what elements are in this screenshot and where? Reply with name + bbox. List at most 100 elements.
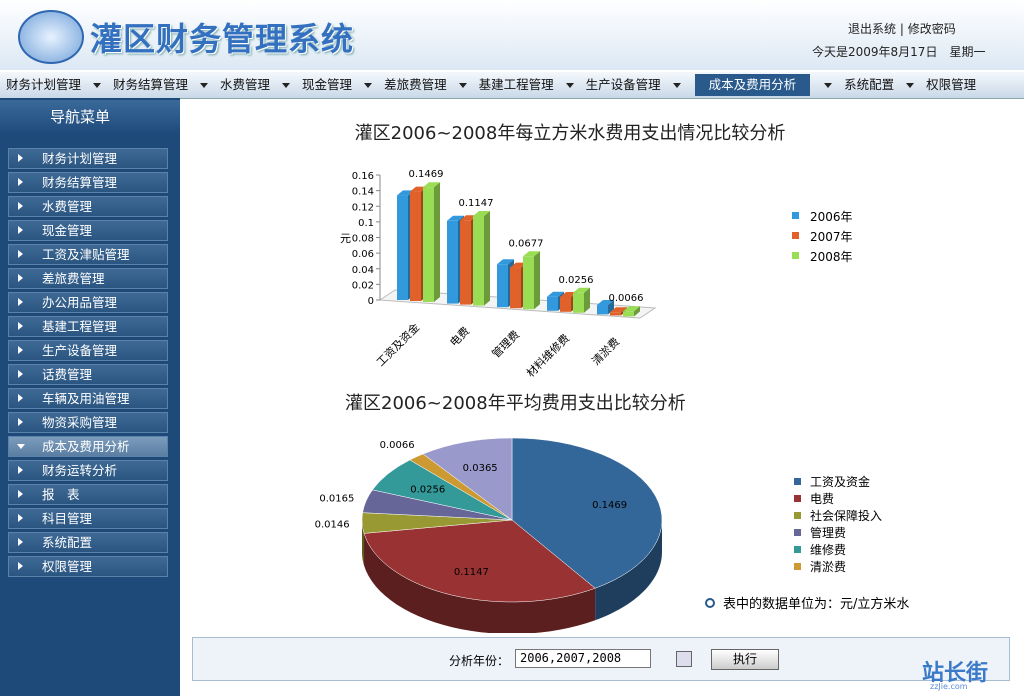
bar-side — [434, 182, 440, 302]
nav-item[interactable]: 生产设备管理 — [585, 77, 661, 92]
sidebar-item[interactable]: 生产设备管理 — [8, 340, 168, 361]
nav-item[interactable]: 系统配置 — [844, 77, 895, 92]
value-label: 0.0165 — [319, 493, 354, 504]
x-tick-label: 清淤费 — [590, 335, 623, 368]
sidebar-item[interactable]: 系统配置 — [8, 532, 168, 553]
nav-item[interactable]: 财务计划管理 — [6, 77, 82, 92]
y-tick-label: 0.1 — [358, 218, 374, 229]
legend-swatch — [792, 212, 799, 219]
legend-swatch — [794, 529, 801, 536]
sidebar-item[interactable]: 财务结算管理 — [8, 172, 168, 193]
legend-swatch — [792, 232, 799, 239]
legend-label: 电费 — [810, 492, 834, 506]
value-label: 0.0365 — [463, 463, 498, 474]
bar-top — [423, 182, 440, 188]
bar-top — [497, 259, 514, 265]
sidebar-item[interactable]: 物资采购管理 — [8, 412, 168, 433]
chart-title: 灌区2006~2008年每立方米水费用支出情况比较分析 — [355, 123, 786, 144]
nav-item[interactable]: 基建工程管理 — [478, 77, 554, 92]
bar — [447, 220, 458, 304]
sidebar-item[interactable]: 基建工程管理 — [8, 316, 168, 337]
sidebar-item[interactable]: 财务运转分析 — [8, 460, 168, 481]
bar-top — [573, 287, 590, 293]
legend-label: 社会保障投入 — [810, 508, 882, 523]
nav-item[interactable]: 现金管理 — [302, 77, 353, 92]
y-tick-label: 0.14 — [352, 187, 374, 198]
password-link[interactable]: 修改密码 — [907, 22, 956, 36]
nav-separator — [200, 82, 209, 88]
sidebar-item[interactable]: 权限管理 — [8, 556, 168, 577]
y-tick-label: 0.12 — [352, 202, 374, 213]
nav-item[interactable]: 财务结算管理 — [113, 77, 189, 92]
bar-top — [523, 251, 540, 257]
value-label: 0.1147 — [454, 567, 489, 578]
sidebar-title: 导航菜单 — [0, 100, 180, 134]
sidebar-item[interactable]: 水费管理 — [8, 196, 168, 217]
bar-top — [560, 291, 577, 297]
top-nav: 财务计划管理 财务结算管理 水费管理 现金管理 差旅费管理 基建工程管理 生产设备管理 成本及… — [0, 72, 1024, 99]
logout-link[interactable]: 退出系统 — [848, 22, 897, 36]
watermark: 站长街 — [922, 660, 989, 686]
nav-item[interactable]: 水费管理 — [220, 77, 271, 92]
sidebar-item[interactable]: 工资及津贴管理 — [8, 244, 168, 265]
bar — [460, 220, 471, 305]
sidebar-item[interactable]: 差旅费管理 — [8, 268, 168, 289]
nav-item[interactable]: 成本及费用分析 — [694, 74, 811, 96]
chart-title: 灌区2006~2008年平均费用支出比较分析 — [345, 393, 686, 414]
bar-side — [584, 287, 590, 313]
bar-top — [623, 306, 640, 312]
header: 灌区财务管理系统 退出系统 | 修改密码 今天是2009年8月17日 星期一 — [0, 0, 1024, 70]
pie-slice — [363, 519, 596, 603]
sidebar-item[interactable]: 财务计划管理 — [8, 148, 168, 169]
value-label: 0.1469 — [592, 500, 627, 511]
year-input[interactable]: 2006,2007,2008 — [515, 649, 651, 668]
legend-label: 2007年 — [810, 230, 853, 244]
sidebar-item[interactable]: 车辆及用油管理 — [8, 388, 168, 409]
legend-label: 维修费 — [810, 542, 846, 557]
bar-top — [447, 215, 464, 221]
value-label: 0.0146 — [315, 520, 350, 531]
sidebar-item[interactable]: 科目管理 — [8, 508, 168, 529]
bar-side — [484, 210, 490, 306]
legend-swatch — [794, 495, 801, 502]
sidebar-item[interactable]: 成本及费用分析 — [8, 436, 168, 457]
x-tick-label: 管理费 — [489, 327, 522, 360]
nav-item[interactable]: 权限管理 — [926, 77, 977, 92]
unit-note: 表中的数据单位为：元/立方米水 — [723, 596, 909, 612]
y-tick-label: 0.02 — [352, 280, 374, 291]
bar-top — [397, 190, 414, 196]
query-form: 分析年份： 2006,2007,2008 执行 — [192, 637, 1010, 681]
bar-top — [610, 307, 627, 313]
x-tick-label: 工资及资金 — [373, 320, 422, 369]
nav-item[interactable]: 差旅费管理 — [384, 77, 447, 92]
form-label: 分析年份： — [449, 654, 510, 668]
legend-label: 2008年 — [810, 250, 853, 264]
legend-label: 管理费 — [810, 525, 846, 540]
nav-separator — [364, 82, 373, 88]
legend-swatch — [794, 546, 801, 553]
sidebar-item[interactable]: 报 表 — [8, 484, 168, 505]
calendar-button[interactable] — [676, 651, 692, 667]
nav-separator — [282, 82, 291, 88]
sidebar-item[interactable]: 现金管理 — [8, 220, 168, 241]
bar — [523, 256, 534, 310]
bar — [573, 292, 584, 313]
x-tick-label: 电费 — [447, 325, 472, 350]
bar — [597, 305, 608, 315]
bar — [623, 311, 634, 317]
y-tick-label: 0 — [368, 296, 374, 307]
sidebar-item[interactable]: 办公用品管理 — [8, 292, 168, 313]
watermark-url: zzJie.com — [930, 682, 968, 691]
bar-side — [534, 251, 540, 310]
value-label: 0.0066 — [380, 440, 415, 451]
sidebar: 导航菜单财务计划管理 财务结算管理 水费管理现金管理工资及津贴管理 差旅费管理办公用品… — [0, 98, 180, 696]
bar — [547, 296, 558, 311]
bar — [473, 215, 484, 306]
bar — [560, 296, 571, 312]
sidebar-item[interactable]: 话费管理 — [8, 364, 168, 385]
value-label: 0.1469 — [409, 169, 444, 180]
nav-separator — [672, 82, 681, 88]
run-button[interactable]: 执行 — [711, 649, 779, 670]
